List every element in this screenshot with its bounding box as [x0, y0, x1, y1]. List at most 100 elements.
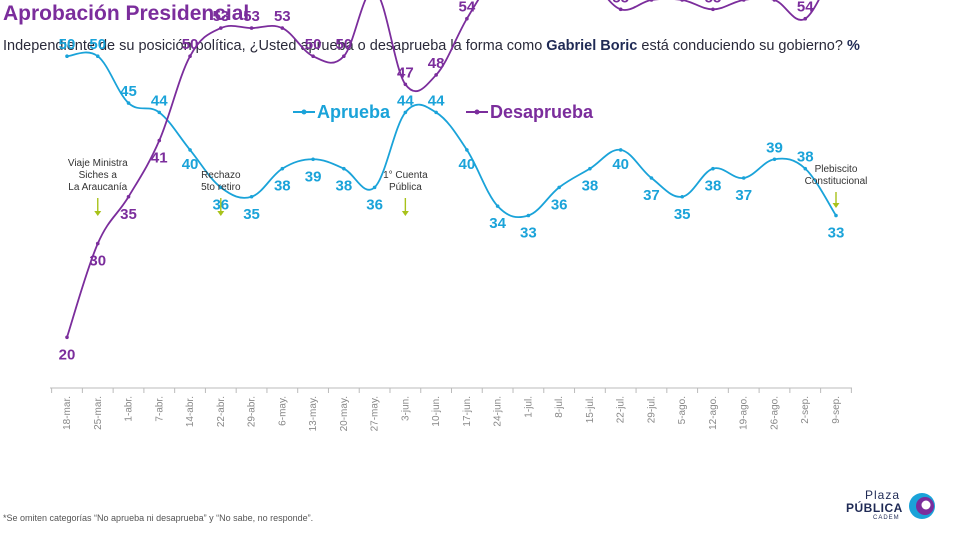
data-point	[280, 26, 285, 30]
approval-line-chart: Aprueba Desaprueba 18-mar. 25-mar. 1-abr. 7-a…	[50, 0, 867, 431]
data-label: 38	[705, 178, 722, 195]
annotation-arrow-head	[217, 211, 225, 216]
data-label: 20	[59, 346, 76, 363]
x-tick-label: 1-abr.	[124, 396, 135, 422]
data-label: 45	[120, 83, 137, 100]
data-label: 53	[212, 8, 229, 25]
data-label: 35	[674, 206, 691, 223]
data-point	[741, 0, 746, 2]
x-tick-label: 14-abr.	[185, 396, 196, 427]
data-label: 54	[797, 0, 814, 16]
annotation-text: Rechazo	[201, 170, 241, 181]
data-point	[403, 110, 408, 115]
data-point	[465, 148, 469, 152]
data-label: 50	[59, 36, 76, 53]
data-point	[95, 241, 100, 246]
data-label: 50	[335, 36, 352, 53]
annotation-arrow-head	[832, 203, 840, 208]
x-tick-label: 15-jul.	[585, 396, 596, 423]
data-point	[711, 166, 715, 171]
data-point	[372, 185, 377, 190]
logo-line-3: CADEM	[873, 515, 900, 521]
logo-bubble-icon	[909, 493, 935, 519]
x-tick-label: 20-may.	[339, 396, 350, 431]
series-line-aprueba	[66, 51, 837, 219]
data-label: 44	[428, 92, 445, 109]
data-label: 55	[612, 0, 629, 6]
x-tick-label: 12-ago.	[708, 396, 719, 430]
data-label: 40	[459, 156, 476, 173]
data-point	[342, 54, 346, 58]
data-label: 35	[243, 206, 260, 223]
data-label: 30	[89, 253, 106, 270]
annotation-text: 5to retiro	[201, 182, 241, 193]
data-point	[249, 26, 254, 30]
data-point	[434, 110, 438, 115]
data-label: 38	[797, 149, 814, 166]
data-point	[618, 148, 623, 152]
data-point	[188, 148, 192, 152]
data-point	[249, 194, 254, 199]
data-label: 38	[582, 178, 599, 195]
data-point	[495, 204, 500, 208]
question-text-2: está conduciendo su gobierno?	[637, 38, 847, 54]
data-point	[557, 185, 561, 190]
data-point	[649, 0, 654, 2]
x-tick-label: 17-jun.	[462, 396, 473, 427]
data-point	[588, 166, 592, 171]
annotation-text: Siches a	[79, 170, 118, 181]
data-point	[772, 0, 777, 2]
data-point	[65, 54, 69, 58]
data-point	[157, 110, 162, 115]
x-tick-label: 3-jun.	[400, 396, 411, 421]
x-tick-label: 22-jul.	[616, 396, 627, 423]
data-point	[219, 26, 223, 30]
x-tick-label: 8-jul.	[554, 396, 565, 418]
percent-unit: %	[846, 38, 860, 54]
data-label: 40	[182, 156, 199, 173]
data-label: 38	[335, 178, 352, 195]
data-point	[342, 166, 346, 171]
data-point	[65, 335, 69, 340]
legend-marker-1	[474, 109, 480, 115]
x-tick-label: 6-may.	[277, 396, 288, 426]
annotation-text: La Araucanía	[68, 182, 127, 193]
x-tick-label: 22-abr.	[216, 396, 227, 427]
data-label: 44	[151, 92, 168, 109]
question-text-1: Independiente de su posición política, ¿…	[3, 38, 547, 54]
data-label: 50	[89, 36, 106, 53]
x-tick-label: 27-may.	[370, 396, 381, 431]
x-tick-label: 29-abr.	[247, 396, 258, 427]
data-label: 50	[305, 36, 322, 53]
data-point	[649, 176, 654, 180]
annotation-arrow-head	[401, 211, 409, 216]
x-tick-label: 19-ago.	[739, 396, 750, 430]
data-point	[680, 194, 684, 199]
annotation-text: Viaje Ministra	[68, 158, 128, 169]
x-tick-label: 2-sep.	[800, 396, 811, 424]
data-label: 44	[397, 92, 414, 109]
x-tick-label: 10-jun.	[431, 396, 442, 427]
data-label: 54	[459, 0, 476, 16]
legend-label-0: Aprueba	[317, 102, 391, 122]
legend-marker-0	[301, 109, 307, 115]
data-point	[741, 176, 746, 180]
data-point	[311, 157, 315, 162]
data-point	[465, 16, 469, 21]
data-label: 47	[397, 64, 414, 81]
data-label: 40	[612, 156, 629, 173]
data-label: 39	[766, 139, 783, 156]
data-point	[434, 73, 438, 77]
footnote: *Se omiten categorías “No aprueba ni des…	[3, 513, 314, 523]
x-tick-label: 18-mar.	[62, 396, 73, 430]
x-tick-label: 7-abr.	[154, 396, 165, 422]
data-label: 36	[551, 196, 568, 213]
data-point	[219, 185, 223, 190]
data-point	[834, 213, 838, 218]
x-tick-label: 13-may.	[308, 396, 319, 431]
data-label: 33	[520, 224, 537, 241]
annotation-text: Plebiscito	[815, 164, 858, 175]
plaza-publica-logo: Plaza PÚBLICA CADEM	[840, 488, 945, 528]
data-point	[280, 166, 285, 171]
data-point	[126, 194, 131, 199]
